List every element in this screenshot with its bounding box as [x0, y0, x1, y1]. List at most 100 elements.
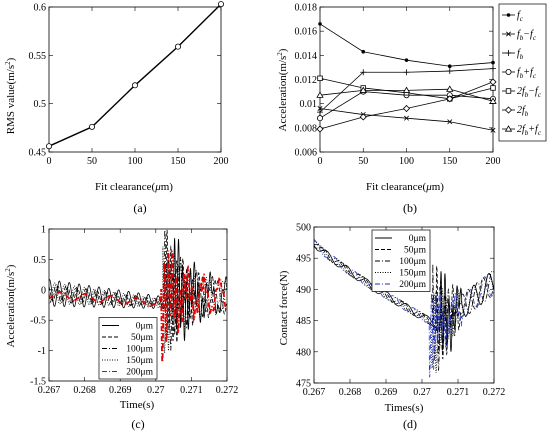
marker-circle [316, 115, 323, 122]
legend-entry-200μm: 200μm [126, 368, 153, 378]
ylabel-c: Acceleration(m/s2) [4, 264, 17, 347]
x-tick-label: 0.271 [180, 385, 203, 396]
x-tick-label: 50 [358, 156, 368, 167]
y-tick-label: 490 [296, 285, 311, 296]
x-tick-label: 0.271 [447, 387, 470, 398]
marker-diamond [489, 78, 497, 86]
ylabel-d: Contact force(N) [278, 270, 290, 345]
series-line-100μm [313, 244, 495, 372]
x-tick-label: 200 [486, 156, 501, 167]
y-tick-label: 0.006 [295, 148, 318, 159]
y-tick-label: 0 [41, 285, 46, 296]
y-tick-label: 0.45 [29, 148, 47, 159]
marker-plus [317, 109, 323, 116]
legend-entry-fb: fb [517, 48, 524, 61]
y-tick-label: 0.016 [295, 27, 318, 38]
marker-x [317, 106, 323, 111]
marker-dot [491, 60, 495, 65]
x-tick-label: 0.267 [303, 387, 326, 398]
legend-subscript: b [520, 72, 524, 80]
marker-triangle [504, 125, 513, 132]
x-tick-label: 0.27 [147, 385, 165, 396]
legend-entry-200μm: 200μm [399, 280, 426, 290]
xlabel-c: Time(s) [120, 399, 155, 411]
y-tick-label: -0.5 [30, 316, 46, 327]
x-tick-label: 50 [87, 156, 97, 167]
marker-square [505, 88, 512, 94]
marker-dot [318, 22, 322, 26]
legend-text: f [517, 48, 521, 59]
legend-entry-50μm: 50μm [404, 246, 427, 256]
legend-entry-2fb−fc: 2fb−fc [517, 86, 542, 99]
x-tick-label: 150 [442, 156, 457, 167]
series-line-200μm [313, 238, 495, 378]
x-tick-label: 0.272 [483, 387, 506, 398]
y-tick-label: 0.018 [295, 3, 318, 14]
caption-d: (d) [403, 417, 417, 431]
series-line-50μm [313, 246, 495, 360]
caption-c: (c) [131, 417, 144, 431]
marker-dot [404, 58, 409, 62]
legend-subscript: b [520, 34, 524, 42]
marker-square [490, 85, 496, 91]
legend-box [371, 229, 431, 292]
marker-triangle [446, 85, 454, 92]
series-line-100μm [48, 229, 228, 351]
legend-text: 2f [517, 86, 526, 97]
xlabel-a: Fit clearance(μm) [95, 181, 173, 193]
legend-text: f [517, 67, 521, 78]
x-tick-label: 150 [171, 156, 186, 167]
y-tick-label: 485 [296, 316, 311, 327]
marker-circle [131, 82, 138, 89]
x-tick-label: 0.269 [375, 387, 398, 398]
xlabel-d: Times(s) [385, 402, 424, 414]
marker-diamond [504, 106, 513, 114]
legend-subscript: b [525, 110, 529, 118]
legend-text: f [517, 10, 521, 21]
y-tick-label: 480 [296, 347, 311, 358]
xlabel-b: Fit clearance(μm) [366, 181, 444, 193]
marker-plus [360, 69, 367, 76]
ylabel-a: RMS value(m/s2) [4, 57, 17, 134]
legend-entry-150μm: 150μm [399, 269, 426, 279]
legend-entry-150μm: 150μm [126, 356, 153, 366]
y-tick-label: 500 [296, 223, 311, 234]
legend-entry-50μm: 50μm [131, 333, 154, 343]
y-tick-label: 475 [296, 379, 311, 390]
legend-box [98, 317, 158, 380]
legend-subscript: c [533, 34, 537, 42]
x-tick-label: 0.268 [339, 387, 362, 398]
x-tick-label: 0.27 [413, 387, 431, 398]
marker-diamond [316, 125, 324, 133]
legend-subscript: c [533, 72, 537, 80]
legend-subscript: c [538, 129, 542, 137]
series-line [48, 3, 222, 147]
legend-subscript: c [538, 91, 542, 99]
legend-text: −f [523, 29, 534, 40]
marker-x [506, 31, 511, 37]
y-tick-label: 0.014 [295, 51, 318, 62]
marker-dot [506, 13, 511, 17]
marker-triangle [316, 91, 324, 98]
legend-subscript: b [525, 91, 529, 99]
y-tick-label: -1.5 [30, 377, 46, 388]
marker-triangle [489, 97, 497, 104]
series-line-150μm [48, 246, 228, 355]
x-tick-label: 0.272 [216, 385, 239, 396]
x-tick-label: 0.267 [38, 385, 61, 396]
legend-text: 2f [517, 124, 526, 135]
x-tick-label: 100 [399, 156, 414, 167]
marker-plus [446, 68, 453, 75]
y-tick-label: -1 [38, 346, 46, 357]
marker-diamond [402, 104, 411, 113]
x-tick-label: 200 [214, 156, 229, 167]
legend-entry-100μm: 100μm [399, 257, 426, 267]
y-tick-label: 1 [41, 225, 46, 236]
caption-a: (a) [133, 201, 146, 215]
marker-circle [505, 69, 512, 76]
panel-a: 0 50 100 150 200 0.45 0.5 0.55 0.6 [29, 1, 229, 167]
marker-plus [490, 65, 496, 72]
marker-x [447, 119, 453, 125]
marker-triangle [402, 86, 411, 93]
y-tick-label: 0.55 [29, 51, 47, 62]
